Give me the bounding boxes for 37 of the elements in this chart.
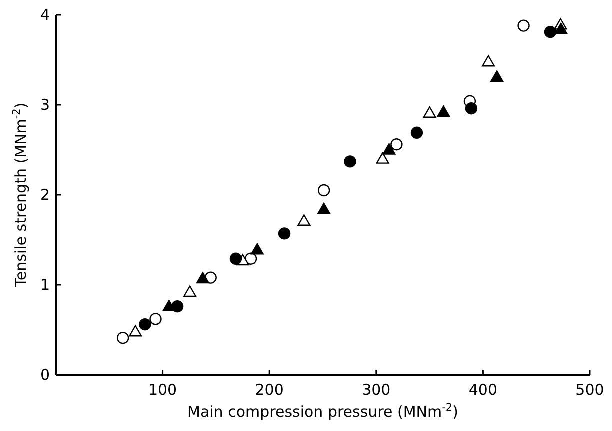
point [410, 126, 424, 139]
point [544, 26, 557, 38]
point [318, 184, 330, 197]
x-axis-title: Main compression pressure (MNm$^{-2}$) [188, 402, 458, 421]
point [230, 252, 242, 265]
y-tick-label: 2 [40, 186, 50, 204]
x-tick-label: 400 [468, 381, 498, 399]
point [318, 202, 331, 214]
point [196, 272, 210, 284]
point [344, 156, 356, 168]
y-tick-label: 0 [40, 366, 50, 384]
point [376, 152, 390, 164]
y-tick-label: 1 [40, 276, 50, 294]
point [437, 106, 450, 118]
point [482, 55, 496, 67]
point [162, 300, 176, 312]
point [518, 20, 530, 32]
point [423, 106, 436, 118]
point [278, 228, 291, 240]
x-tick-label: 300 [362, 381, 391, 399]
point [382, 144, 396, 155]
point [250, 243, 264, 255]
point [184, 286, 197, 298]
x-tick-label: 500 [576, 381, 604, 399]
point [150, 313, 162, 326]
point [298, 214, 311, 226]
x-tick-label: 100 [148, 381, 178, 399]
point [116, 332, 130, 344]
point [390, 138, 403, 151]
point [465, 102, 478, 115]
x-tick-label: 200 [255, 381, 284, 399]
y-tick-label: 4 [40, 6, 50, 24]
y-tick-label: 3 [40, 96, 50, 114]
point [554, 22, 568, 34]
point [129, 325, 142, 337]
point [139, 318, 152, 331]
point [490, 70, 504, 82]
